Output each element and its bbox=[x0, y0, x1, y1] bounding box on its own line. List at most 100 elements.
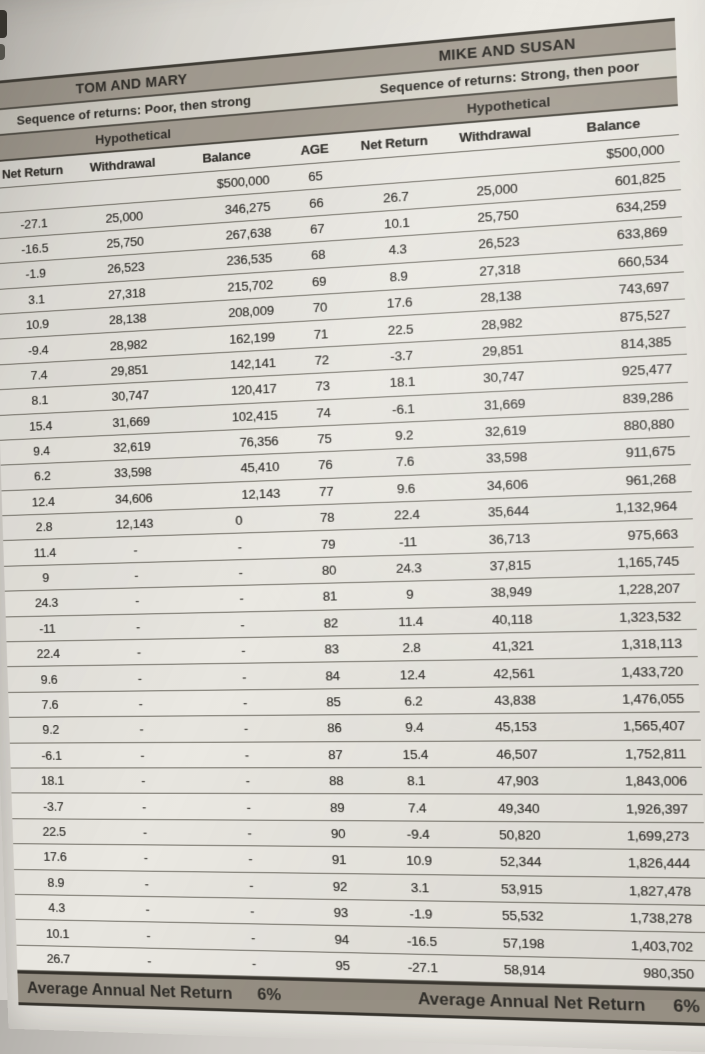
right-withdrawal-cell: 25,750 bbox=[477, 207, 519, 226]
left-net-return-cell: -9.4 bbox=[27, 341, 49, 358]
left-withdrawal-cell: - bbox=[146, 927, 151, 943]
right-withdrawal-cell: 28,982 bbox=[480, 314, 523, 333]
right-net-return-cell: 9.4 bbox=[405, 720, 424, 736]
left-net-return-cell: 9 bbox=[42, 570, 50, 585]
left-withdrawal-cell: 29,851 bbox=[110, 361, 149, 379]
right-withdrawal-cell: 57,198 bbox=[502, 934, 545, 951]
left-balance-cell: - bbox=[239, 591, 244, 606]
left-balance-cell: - bbox=[248, 877, 254, 893]
right-balance-header: Balance bbox=[586, 115, 641, 136]
left-withdrawal-cell: - bbox=[133, 542, 138, 557]
left-net-return-header: Net Return bbox=[1, 162, 64, 182]
left-withdrawal-cell: 25,750 bbox=[106, 233, 144, 251]
age-cell: 80 bbox=[321, 562, 337, 578]
right-withdrawal-cell: 50,820 bbox=[498, 827, 541, 843]
left-withdrawal-cell: - bbox=[139, 747, 145, 763]
left-withdrawal-cell: 31,669 bbox=[112, 413, 151, 430]
left-balance-cell: 162,199 bbox=[228, 328, 276, 347]
right-net-return-cell: 11.4 bbox=[398, 613, 424, 630]
left-balance-cell: - bbox=[249, 903, 255, 919]
left-withdrawal-cell: - bbox=[141, 799, 147, 814]
left-withdrawal-cell: - bbox=[136, 644, 142, 660]
right-net-return-cell: 7.6 bbox=[395, 453, 415, 470]
right-balance-cell: 925,477 bbox=[621, 360, 673, 380]
right-withdrawal-cell: 58,914 bbox=[503, 961, 546, 979]
right-balance-cell: 880,880 bbox=[623, 415, 675, 434]
right-balance-cell: 1,433,720 bbox=[620, 663, 684, 680]
right-footer-value: 6% bbox=[672, 996, 700, 1017]
left-balance-cell: 208,009 bbox=[227, 302, 275, 321]
left-net-return-cell: 9.2 bbox=[42, 722, 60, 738]
left-net-return-cell: 12.4 bbox=[31, 494, 56, 510]
left-balance-cell: - bbox=[247, 825, 252, 841]
right-net-return-cell: -6.1 bbox=[391, 400, 415, 417]
right-balance-cell: 839,286 bbox=[622, 388, 674, 407]
right-balance-cell: 875,527 bbox=[619, 306, 671, 325]
left-net-return-cell: 7.4 bbox=[30, 367, 48, 383]
sequence-band-spacer bbox=[280, 92, 345, 98]
left-net-return-cell: -16.5 bbox=[20, 240, 49, 257]
age-cell: 68 bbox=[310, 247, 326, 263]
right-net-return-cell: 9.6 bbox=[396, 480, 416, 497]
right-balance-cell: 1,318,113 bbox=[620, 635, 683, 653]
right-withdrawal-cell: 52,344 bbox=[499, 853, 542, 870]
hypothetical-band-spacer bbox=[281, 119, 346, 124]
right-balance-cell: 1,752,811 bbox=[624, 745, 687, 762]
left-footer-value: 6% bbox=[256, 984, 282, 1005]
age-cell: 71 bbox=[313, 325, 329, 342]
left-withdrawal-cell: - bbox=[140, 773, 146, 789]
left-net-return-cell: 10.1 bbox=[45, 925, 70, 941]
right-withdrawal-cell: 40,118 bbox=[491, 611, 533, 628]
right-balance-cell: 1,926,397 bbox=[625, 800, 689, 817]
age-cell: 78 bbox=[319, 509, 335, 526]
left-balance-cell: - bbox=[250, 929, 256, 945]
right-net-return-cell: -11 bbox=[398, 533, 418, 550]
left-net-return-cell: 24.3 bbox=[34, 595, 59, 611]
page-edge-shadow bbox=[0, 10, 7, 38]
right-net-return-cell bbox=[348, 167, 442, 174]
left-balance-header: Balance bbox=[202, 147, 251, 166]
right-withdrawal-cell: 55,532 bbox=[501, 907, 544, 924]
right-withdrawal-cell: 29,851 bbox=[481, 341, 524, 360]
age-cell: 70 bbox=[312, 299, 328, 316]
left-balance-cell: - bbox=[241, 669, 247, 685]
right-withdrawal-cell: 43,838 bbox=[493, 692, 536, 708]
right-net-return-cell: 6.2 bbox=[404, 693, 423, 709]
left-balance-cell: - bbox=[237, 539, 243, 554]
right-net-return-cell: 18.1 bbox=[389, 374, 416, 391]
right-balance-cell: 975,663 bbox=[627, 525, 679, 543]
left-net-return-cell: 9.4 bbox=[32, 443, 51, 459]
right-withdrawal-header: Withdrawal bbox=[458, 124, 532, 146]
left-balance-cell: 45,410 bbox=[240, 459, 280, 476]
age-cell: 87 bbox=[327, 746, 343, 762]
right-net-return-cell: -1.9 bbox=[409, 906, 433, 922]
right-balance-cell: 633,869 bbox=[616, 223, 668, 243]
right-balance-cell: 1,132,964 bbox=[614, 498, 678, 516]
right-balance-cell: 1,323,532 bbox=[618, 608, 682, 625]
right-withdrawal-cell: 34,606 bbox=[486, 476, 529, 494]
left-net-return-cell: 3.1 bbox=[27, 291, 45, 307]
left-net-return-cell: 11.4 bbox=[33, 544, 57, 560]
left-balance-cell: $500,000 bbox=[216, 172, 270, 192]
right-net-return-cell: 2.8 bbox=[402, 640, 422, 656]
right-net-return-cell: 17.6 bbox=[386, 294, 413, 311]
right-footer: Average Annual Net Return 6% bbox=[418, 989, 700, 1018]
right-balance-cell: $500,000 bbox=[605, 141, 665, 162]
left-balance-cell: - bbox=[243, 721, 249, 737]
left-withdrawal-cell: - bbox=[144, 876, 149, 891]
age-cell: 88 bbox=[328, 773, 344, 789]
right-withdrawal-cell: 32,619 bbox=[484, 422, 527, 440]
left-withdrawal-cell: - bbox=[139, 722, 144, 737]
right-net-return-cell: 4.3 bbox=[388, 241, 408, 258]
left-withdrawal-cell: 25,000 bbox=[105, 208, 144, 226]
left-net-return-cell: -6.1 bbox=[41, 748, 63, 763]
left-net-return-cell bbox=[0, 195, 75, 201]
right-withdrawal-cell: 37,815 bbox=[489, 557, 532, 574]
right-balance-cell: 961,268 bbox=[625, 470, 677, 489]
left-withdrawal-cell: - bbox=[133, 567, 139, 583]
right-net-return-cell: 22.5 bbox=[387, 320, 414, 338]
right-net-return-cell: 7.4 bbox=[407, 799, 427, 816]
right-net-return-cell: -3.7 bbox=[389, 347, 413, 364]
left-withdrawal-cell: - bbox=[145, 901, 150, 917]
